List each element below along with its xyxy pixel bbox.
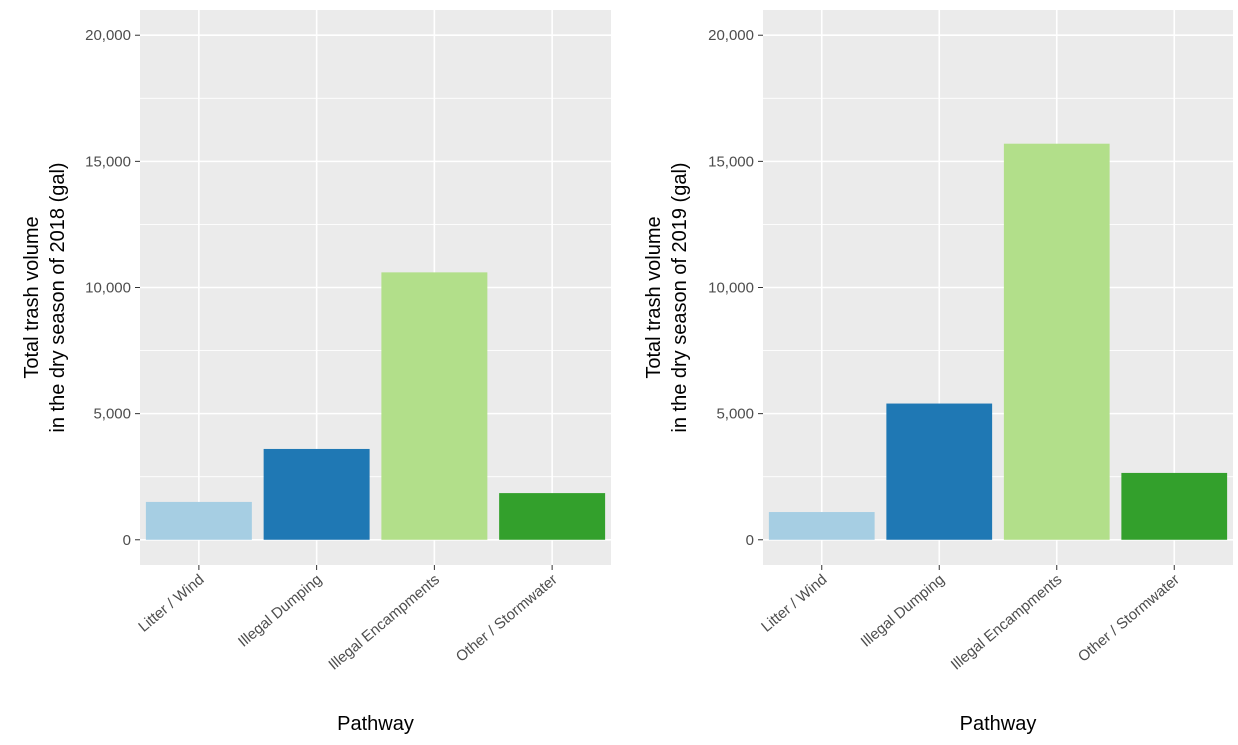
- x-axis-title: Pathway: [960, 713, 1037, 735]
- bar-litter-wind: [768, 512, 875, 540]
- bar-other-stormwater: [1121, 472, 1228, 540]
- y-axis-title-line-2: in the dry season of 2019 (gal): [669, 162, 691, 432]
- bar-litter-wind: [145, 501, 252, 540]
- bar-illegal-dumping: [263, 448, 370, 540]
- bar-other-stormwater: [499, 493, 606, 540]
- y-tick-label: 20,000: [708, 27, 754, 44]
- x-axis-title: Pathway: [337, 713, 414, 735]
- x-tick-label: Litter / Wind: [135, 571, 207, 635]
- x-tick-label: Other / Stormwater: [1075, 571, 1183, 665]
- bar-illegal-encampments: [1003, 143, 1110, 540]
- x-tick-label: Illegal Dumping: [858, 571, 948, 650]
- x-tick-label: Litter / Wind: [758, 571, 830, 635]
- y-tick-label: 10,000: [708, 280, 754, 297]
- bar-illegal-dumping: [886, 403, 993, 540]
- x-tick-label: Illegal Encampments: [948, 571, 1066, 674]
- chart-panel-1: 0 5,000 10,000 15,000 20,000 Litter / Wind Ill…: [21, 10, 611, 735]
- y-tick-label: 15,000: [85, 153, 131, 170]
- y-tick-label: 10,000: [85, 280, 131, 297]
- x-tick-label: Other / Stormwater: [453, 571, 561, 665]
- y-tick-label: 5,000: [93, 406, 131, 423]
- y-tick-label: 0: [123, 532, 131, 549]
- bar-illegal-encampments: [381, 272, 488, 540]
- y-tick-label: 5,000: [716, 406, 754, 423]
- y-axis-title-line-2: in the dry season of 2018 (gal): [47, 162, 69, 432]
- chart-panel-2: 0 5,000 10,000 15,000 20,000 Litter / Wind Ill…: [643, 10, 1233, 735]
- y-tick-label: 15,000: [708, 153, 754, 170]
- x-tick-label: Illegal Encampments: [325, 571, 443, 674]
- x-tick-label: Illegal Dumping: [235, 571, 325, 650]
- y-tick-label: 20,000: [85, 27, 131, 44]
- y-axis-title-line-1: Total trash volume: [643, 216, 665, 378]
- y-axis-title-line-1: Total trash volume: [21, 216, 43, 378]
- y-tick-label: 0: [746, 532, 754, 549]
